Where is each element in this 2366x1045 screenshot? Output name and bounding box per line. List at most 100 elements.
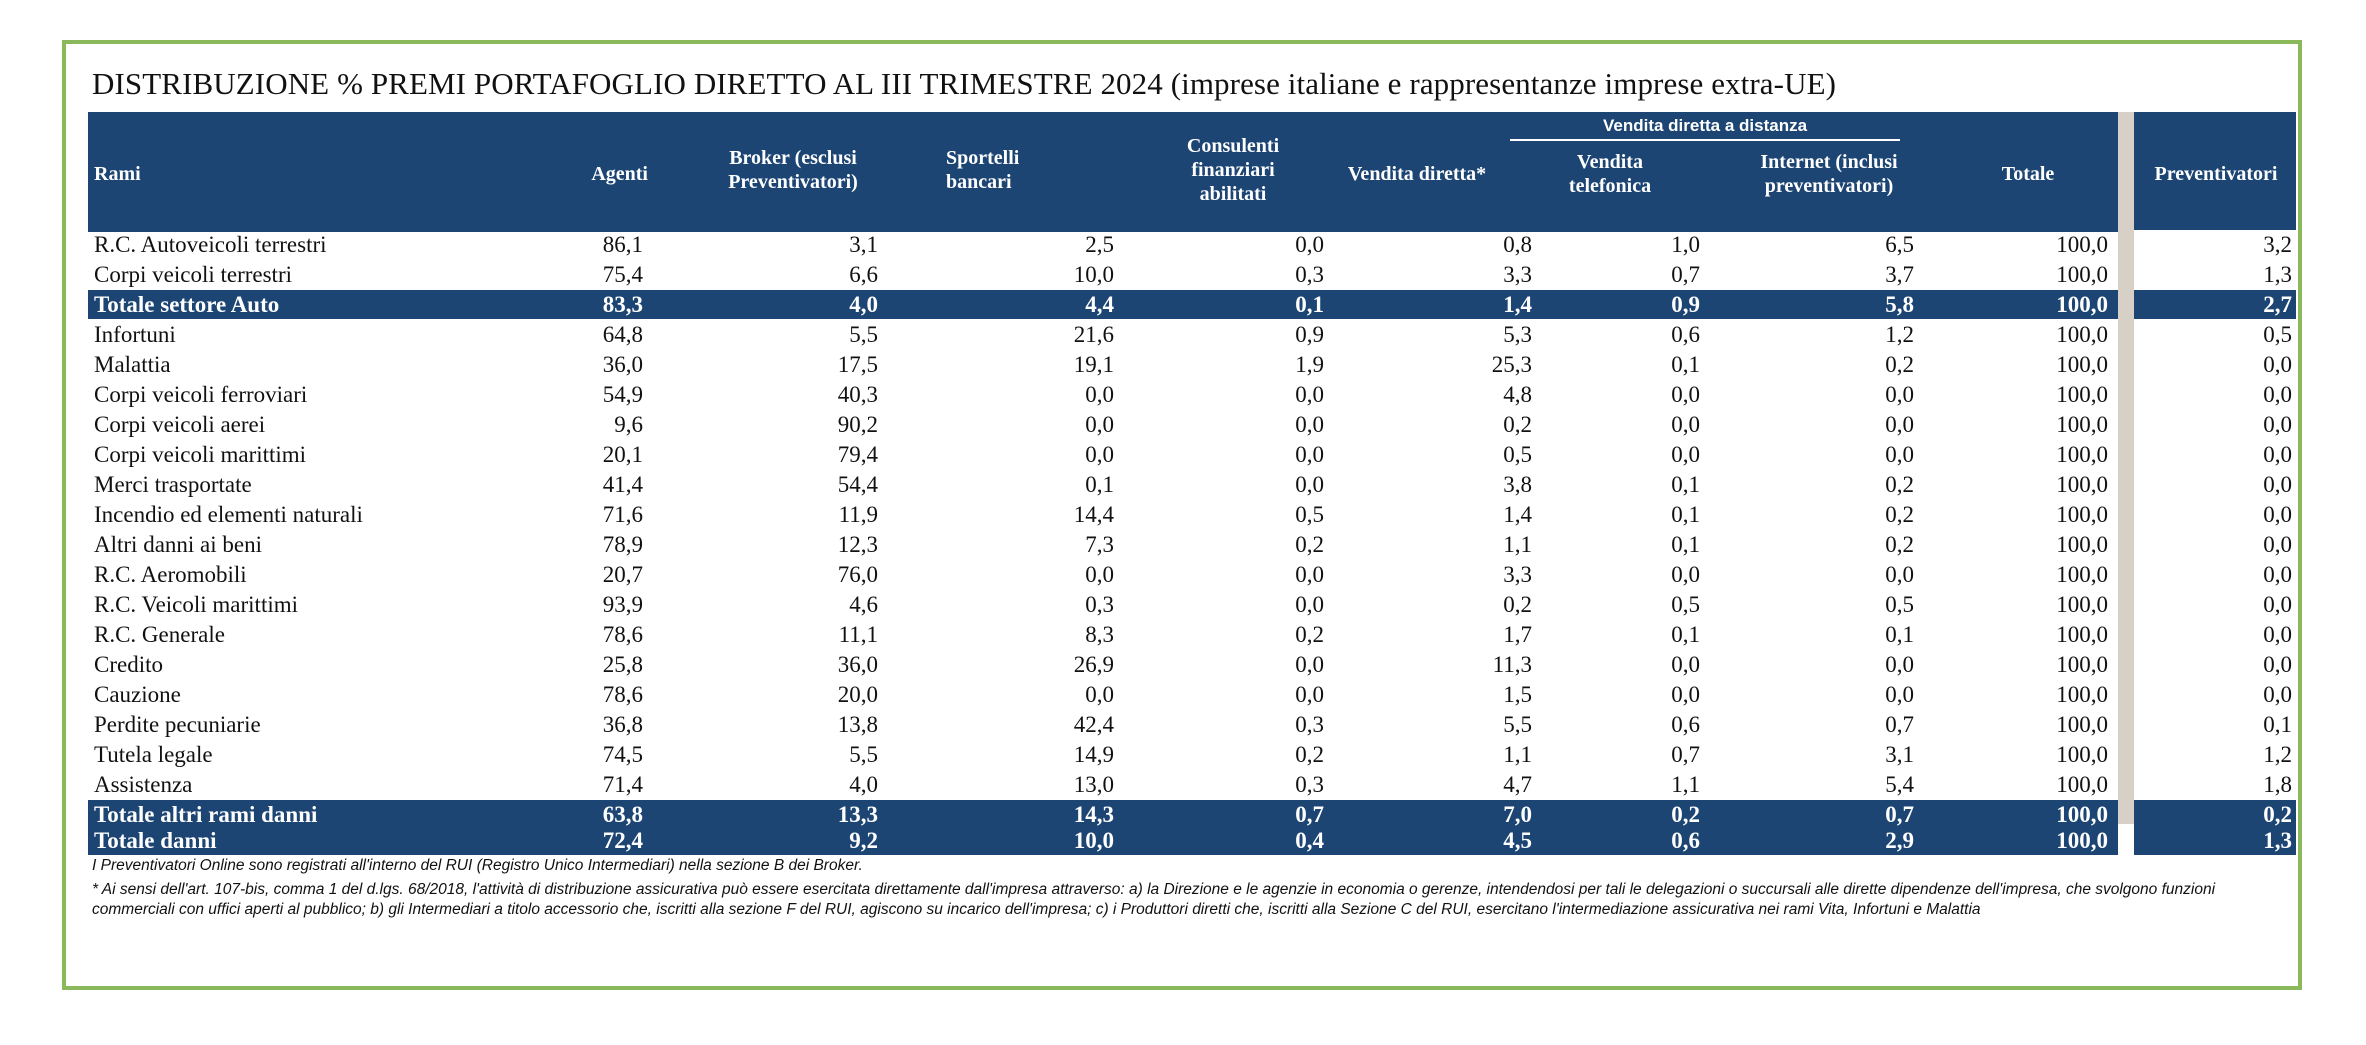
cell-vendita-diretta: 1,4 <box>1503 502 1532 527</box>
cell-broker: 40,3 <box>837 382 878 407</box>
cell-preventivatori: 0,1 <box>2263 712 2292 737</box>
footnote-preventivatori: I Preventivatori Online sono registrati … <box>92 857 863 874</box>
cell-agenti: 36,0 <box>602 352 643 377</box>
cell-sportelli: 4,4 <box>1085 292 1114 317</box>
row-label: Assistenza <box>94 772 193 797</box>
cell-vendita-telefonica: 0,0 <box>1671 562 1700 587</box>
cell-agenti: 72,4 <box>602 828 643 853</box>
cell-totale: 100,0 <box>2056 322 2108 347</box>
table-row: Assistenza 71,4 4,0 13,0 0,3 4,7 1,1 5,4 100,0 1,… <box>88 770 2296 800</box>
cell-internet: 0,0 <box>1885 412 1914 437</box>
cell-internet: 3,1 <box>1885 742 1914 767</box>
total-row-band-preventivatori <box>2134 800 2296 829</box>
cell-broker: 13,3 <box>837 802 878 827</box>
cell-internet: 2,9 <box>1885 828 1914 853</box>
cell-internet: 0,5 <box>1885 592 1914 617</box>
table-row: R.C. Generale 78,6 11,1 8,3 0,2 1,7 0,1 0,1 100,… <box>88 620 2296 650</box>
table-row: Corpi veicoli terrestri 75,4 6,6 10,0 0,3 3,3… <box>88 260 2296 290</box>
cell-vendita-telefonica: 0,1 <box>1671 622 1700 647</box>
cell-totale: 100,0 <box>2056 622 2108 647</box>
cell-consulenti: 0,0 <box>1295 652 1324 677</box>
table-row: R.C. Veicoli marittimi 93,9 4,6 0,3 0,0 0,2 0,… <box>88 590 2296 620</box>
cell-internet: 0,2 <box>1885 472 1914 497</box>
table-row: Incendio ed elementi naturali 71,6 11,9 14,… <box>88 500 2296 530</box>
cell-consulenti: 0,1 <box>1295 292 1324 317</box>
cell-agenti: 71,6 <box>602 502 643 527</box>
cell-consulenti: 0,0 <box>1295 472 1324 497</box>
cell-preventivatori: 1,2 <box>2263 742 2292 767</box>
cell-agenti: 78,6 <box>602 682 643 707</box>
cell-vendita-telefonica: 0,6 <box>1671 322 1700 347</box>
row-label: R.C. Generale <box>94 622 225 647</box>
cell-preventivatori: 0,0 <box>2263 592 2292 617</box>
subgroup-underline <box>1510 139 1900 141</box>
cell-internet: 0,7 <box>1885 712 1914 737</box>
cell-internet: 0,1 <box>1885 622 1914 647</box>
cell-vendita-telefonica: 0,0 <box>1671 652 1700 677</box>
cell-totale: 100,0 <box>2056 412 2108 437</box>
cell-vendita-diretta: 0,5 <box>1503 442 1532 467</box>
row-label: Totale danni <box>94 828 217 853</box>
cell-vendita-diretta: 4,8 <box>1503 382 1532 407</box>
cell-consulenti: 0,0 <box>1295 232 1324 257</box>
cell-consulenti: 0,3 <box>1295 772 1324 797</box>
cell-totale: 100,0 <box>2056 502 2108 527</box>
cell-broker: 4,0 <box>849 292 878 317</box>
cell-preventivatori: 0,0 <box>2263 682 2292 707</box>
cell-consulenti: 0,0 <box>1295 412 1324 437</box>
cell-preventivatori: 1,8 <box>2263 772 2292 797</box>
cell-sportelli: 13,0 <box>1073 772 1114 797</box>
data-table: Vendita diretta a distanza Rami Agenti B… <box>88 112 2296 855</box>
cell-vendita-diretta: 5,3 <box>1503 322 1532 347</box>
cell-consulenti: 0,2 <box>1295 532 1324 557</box>
cell-sportelli: 10,0 <box>1073 828 1114 853</box>
header-preventivatori: Preventivatori <box>2154 163 2278 185</box>
cell-vendita-telefonica: 0,1 <box>1671 352 1700 377</box>
cell-sportelli: 0,0 <box>1085 682 1114 707</box>
row-label: Corpi veicoli marittimi <box>94 442 307 467</box>
cell-vendita-diretta: 1,1 <box>1503 742 1532 767</box>
cell-internet: 0,2 <box>1885 352 1914 377</box>
cell-totale: 100,0 <box>2056 828 2108 853</box>
cell-vendita-diretta: 4,7 <box>1503 772 1532 797</box>
cell-sportelli: 0,3 <box>1085 592 1114 617</box>
cell-vendita-telefonica: 0,1 <box>1671 472 1700 497</box>
cell-broker: 12,3 <box>837 532 878 557</box>
cell-broker: 36,0 <box>837 652 878 677</box>
cell-consulenti: 0,0 <box>1295 382 1324 407</box>
total-row-band <box>88 826 2118 855</box>
cell-vendita-diretta: 0,2 <box>1503 592 1532 617</box>
header-vendita-telefonica: Vendita telefonica <box>1568 151 1652 197</box>
cell-totale: 100,0 <box>2056 442 2108 467</box>
cell-preventivatori: 0,0 <box>2263 532 2292 557</box>
row-label: Altri danni ai beni <box>94 532 262 557</box>
table-row: Tutela legale 74,5 5,5 14,9 0,2 1,1 0,7 3,1 100,… <box>88 740 2296 770</box>
cell-consulenti: 0,9 <box>1295 322 1324 347</box>
cell-agenti: 78,9 <box>602 532 643 557</box>
cell-broker: 4,6 <box>849 592 878 617</box>
row-label: Incendio ed elementi naturali <box>94 502 363 527</box>
row-label: Corpi veicoli ferroviari <box>94 382 308 407</box>
cell-vendita-diretta: 0,8 <box>1503 232 1532 257</box>
total-row: Totale altri rami danni 63,8 13,3 14,3 0,7 7,… <box>88 800 2296 830</box>
cell-vendita-diretta: 3,3 <box>1503 262 1532 287</box>
row-label: Credito <box>94 652 163 677</box>
cell-agenti: 63,8 <box>602 802 643 827</box>
cell-vendita-telefonica: 0,0 <box>1671 412 1700 437</box>
cell-internet: 5,8 <box>1885 292 1914 317</box>
cell-internet: 5,4 <box>1885 772 1914 797</box>
cell-internet: 0,0 <box>1885 562 1914 587</box>
cell-totale: 100,0 <box>2056 652 2108 677</box>
cell-totale: 100,0 <box>2056 352 2108 377</box>
row-label: Totale settore Auto <box>94 292 280 317</box>
cell-consulenti: 0,2 <box>1295 742 1324 767</box>
cell-agenti: 54,9 <box>602 382 643 407</box>
cell-preventivatori: 0,0 <box>2263 352 2292 377</box>
header-vendita-diretta: Vendita diretta* <box>1347 163 1487 185</box>
table-row: Altri danni ai beni 78,9 12,3 7,3 0,2 1,1 0,1 0… <box>88 530 2296 560</box>
header-totale: Totale <box>2001 163 2055 185</box>
row-label: Tutela legale <box>94 742 213 767</box>
total-row-band-preventivatori <box>2134 290 2296 319</box>
cell-preventivatori: 1,3 <box>2263 828 2292 853</box>
table-row: R.C. Autoveicoli terrestri 86,1 3,1 2,5 0,0 0… <box>88 230 2296 260</box>
